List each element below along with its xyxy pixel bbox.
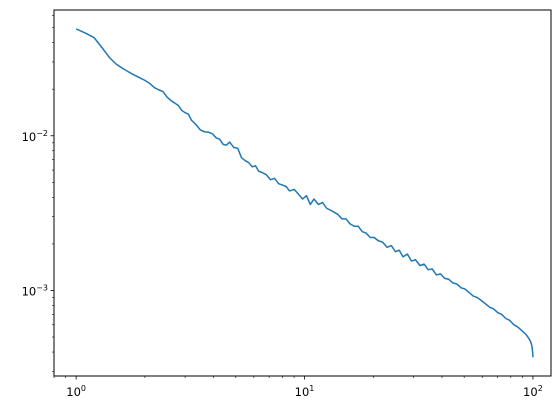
y-tick-label: 10−2	[22, 129, 48, 144]
plot-area	[75, 28, 534, 358]
series-line	[75, 28, 534, 358]
tick-labels: 100 101 102 10−3 10−2	[22, 129, 543, 399]
x-tick-label: 101	[295, 384, 315, 399]
x-tick-label: 100	[66, 384, 86, 399]
axes-frame	[53, 9, 552, 377]
y-tick-label: 10−3	[22, 283, 48, 298]
x-tick-label: 102	[523, 384, 543, 399]
